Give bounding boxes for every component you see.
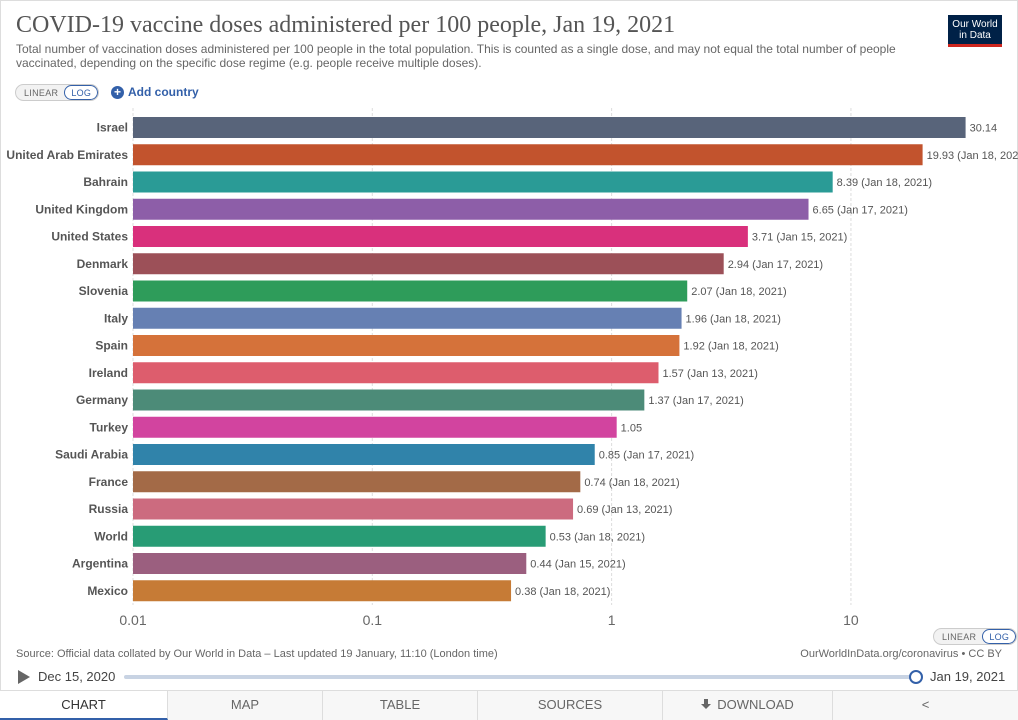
country-label: United States xyxy=(51,230,128,244)
add-country-label: Add country xyxy=(128,85,199,99)
bar xyxy=(133,362,659,384)
x-tick-label: 0.1 xyxy=(363,612,383,628)
download-icon xyxy=(701,699,712,710)
bar xyxy=(133,525,546,547)
bar xyxy=(133,580,512,602)
tab-download-label: DOWNLOAD xyxy=(717,697,794,712)
bar-chart: 0.01 0.1 1 10 Israel 30.14 United Arab Emirate… xyxy=(6,108,1018,628)
tab-map[interactable]: MAP xyxy=(168,691,323,720)
value-label: 0.69 (Jan 13, 2021) xyxy=(577,504,672,516)
logo-line2: in Data xyxy=(959,29,991,41)
bar xyxy=(133,253,724,275)
timeline-start-date: Dec 15, 2020 xyxy=(38,669,116,684)
timeline-end-date: Jan 19, 2021 xyxy=(930,669,1006,684)
value-label: 30.14 xyxy=(970,123,998,135)
x-tick-label: 1 xyxy=(608,612,616,628)
tab-sources-label: SOURCES xyxy=(537,697,603,712)
country-label: Ireland xyxy=(89,366,128,380)
value-label: 0.74 (Jan 18, 2021) xyxy=(584,477,679,489)
value-label: 8.39 (Jan 18, 2021) xyxy=(837,177,932,189)
country-label: France xyxy=(89,475,129,489)
country-label: Slovenia xyxy=(79,284,129,298)
country-label: Denmark xyxy=(77,257,129,271)
x-tick-label: 10 xyxy=(843,612,859,628)
timeline: Dec 15, 2020 Jan 19, 2021 xyxy=(0,664,1018,690)
tab-chart[interactable]: CHART xyxy=(0,691,168,720)
value-label: 0.85 (Jan 17, 2021) xyxy=(599,450,694,462)
country-label: Argentina xyxy=(72,557,128,571)
country-label: Mexico xyxy=(87,584,128,598)
tab-chart-label: CHART xyxy=(61,697,106,712)
x-tick-label: 0.01 xyxy=(119,612,146,628)
country-label: United Arab Emirates xyxy=(6,148,128,162)
country-label: Italy xyxy=(104,311,128,325)
tab-bar: CHART MAP TABLE SOURCES DOWNLOAD < xyxy=(0,690,1018,720)
bar xyxy=(133,416,617,438)
timeline-track[interactable] xyxy=(124,675,916,679)
value-label: 2.07 (Jan 18, 2021) xyxy=(691,286,786,298)
share-icon: < xyxy=(921,697,930,712)
axis-scale-toggle[interactable]: LINEAR LOG xyxy=(933,628,1018,645)
bar xyxy=(133,117,966,138)
country-label: Bahrain xyxy=(83,175,128,189)
scale-toggle[interactable]: LINEAR LOG xyxy=(15,84,100,101)
country-label: Israel xyxy=(97,121,128,135)
value-label: 2.94 (Jan 17, 2021) xyxy=(728,259,823,271)
value-label: 1.96 (Jan 18, 2021) xyxy=(686,313,781,325)
value-label: 1.92 (Jan 18, 2021) xyxy=(683,341,778,353)
value-label: 3.71 (Jan 15, 2021) xyxy=(752,232,847,244)
owid-logo[interactable]: Our World in Data xyxy=(948,15,1002,47)
plus-icon: + xyxy=(111,85,124,99)
logo-line1: Our World xyxy=(952,19,998,30)
country-label: Turkey xyxy=(90,420,129,434)
value-label: 1.57 (Jan 13, 2021) xyxy=(662,368,757,380)
value-label: 0.38 (Jan 18, 2021) xyxy=(515,586,610,598)
value-label: 0.53 (Jan 18, 2021) xyxy=(550,531,645,543)
country-label: United Kingdom xyxy=(35,202,128,216)
tab-table[interactable]: TABLE xyxy=(323,691,478,720)
bar xyxy=(133,335,680,356)
linear-option[interactable]: LINEAR xyxy=(24,88,59,98)
value-label: 0.44 (Jan 15, 2021) xyxy=(530,559,625,571)
axis-linear-option[interactable]: LINEAR xyxy=(942,632,977,642)
play-icon[interactable] xyxy=(18,670,30,684)
tab-share[interactable]: < xyxy=(833,691,1018,720)
bar xyxy=(133,226,748,247)
log-option[interactable]: LOG xyxy=(64,85,99,100)
axis-log-option[interactable]: LOG xyxy=(982,629,1017,644)
bar xyxy=(133,471,581,493)
value-label: 1.37 (Jan 17, 2021) xyxy=(648,395,743,407)
value-label: 1.05 xyxy=(621,422,642,434)
tab-download[interactable]: DOWNLOAD xyxy=(663,691,833,720)
bar xyxy=(133,553,527,574)
country-label: Germany xyxy=(76,393,128,407)
bar xyxy=(133,280,688,302)
bar xyxy=(133,389,645,411)
country-label: Saudi Arabia xyxy=(55,448,128,462)
country-label: Russia xyxy=(89,502,129,516)
chart-title: COVID-19 vaccine doses administered per … xyxy=(16,12,676,38)
country-label: World xyxy=(94,529,128,543)
bar xyxy=(133,144,923,166)
bar xyxy=(133,307,682,329)
timeline-handle[interactable] xyxy=(909,670,923,684)
source-note: Source: Official data collated by Our Wo… xyxy=(16,648,498,660)
value-label: 19.93 (Jan 18, 2021) xyxy=(927,150,1018,162)
tab-sources[interactable]: SOURCES xyxy=(478,691,663,720)
chart-subtitle: Total number of vaccination doses admini… xyxy=(16,42,896,70)
bar xyxy=(133,444,595,465)
bar xyxy=(133,171,833,193)
bar xyxy=(133,198,809,220)
bar xyxy=(133,498,574,520)
tab-table-label: TABLE xyxy=(379,697,421,712)
country-label: Spain xyxy=(95,339,128,353)
value-label: 6.65 (Jan 17, 2021) xyxy=(813,204,908,216)
add-country-button[interactable]: + Add country xyxy=(111,85,199,99)
source-url[interactable]: OurWorldInData.org/coronavirus • CC BY xyxy=(800,648,1002,660)
tab-map-label: MAP xyxy=(230,697,260,712)
